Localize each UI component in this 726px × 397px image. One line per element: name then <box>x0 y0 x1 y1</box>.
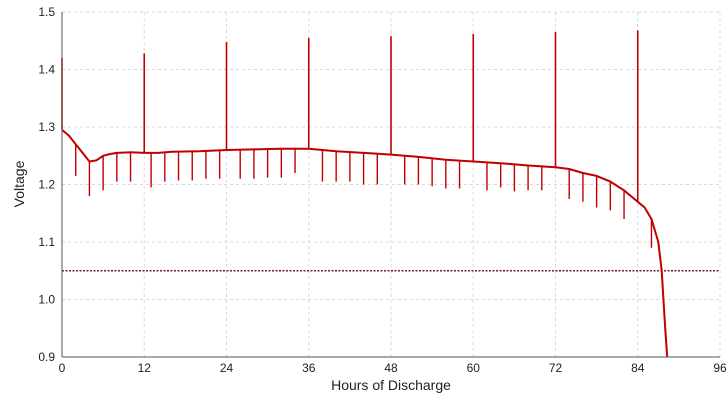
y-tick-label: 1.2 <box>38 178 55 192</box>
y-tick-label: 1.5 <box>38 5 55 19</box>
x-tick-label: 60 <box>467 361 481 375</box>
x-axis-title: Hours of Discharge <box>331 377 451 393</box>
y-tick-label: 1.0 <box>38 293 55 307</box>
y-axis-title: Voltage <box>11 160 27 207</box>
y-tick-label: 1.3 <box>38 120 55 134</box>
x-tick-label: 24 <box>220 361 234 375</box>
x-tick-label: 36 <box>302 361 316 375</box>
x-tick-label: 96 <box>713 361 726 375</box>
y-tick-label: 1.1 <box>38 235 55 249</box>
x-tick-label: 48 <box>384 361 398 375</box>
y-tick-label: 0.9 <box>38 350 55 364</box>
x-tick-label: 84 <box>631 361 645 375</box>
x-tick-label: 72 <box>549 361 563 375</box>
x-tick-label: 12 <box>138 361 152 375</box>
voltage-series-line <box>61 129 669 358</box>
y-tick-label: 1.4 <box>38 63 55 77</box>
voltage-spikes <box>61 30 653 248</box>
x-tick-label: 0 <box>59 361 66 375</box>
x-tick-labels: 0 12 24 36 48 60 72 84 96 <box>59 361 726 375</box>
y-tick-labels: 0.9 1.0 1.1 1.2 1.3 1.4 1.5 <box>38 5 55 364</box>
